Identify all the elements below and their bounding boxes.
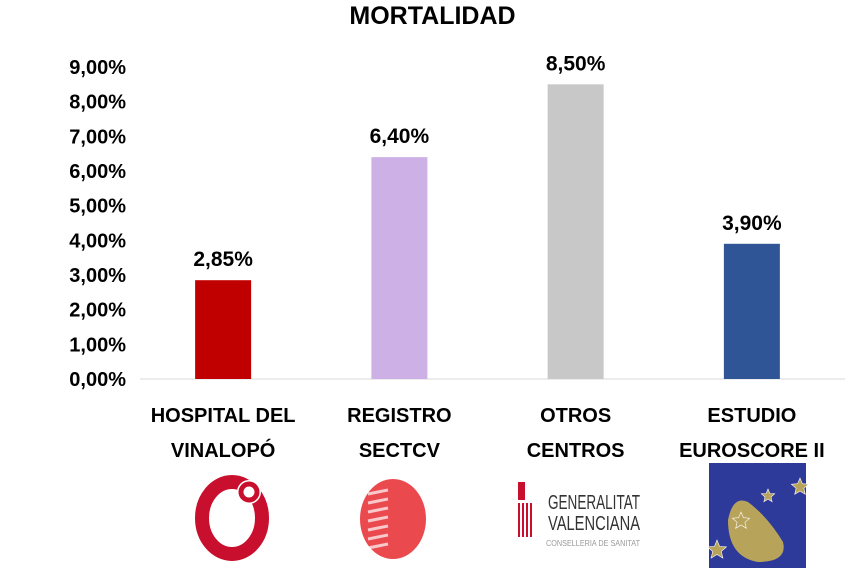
registro-sectcv-logo xyxy=(360,479,426,559)
svg-text:VALENCIANA: VALENCIANA xyxy=(548,513,640,535)
data-label: 6,40% xyxy=(370,125,430,148)
svg-text:CONSELLERIA DE SANITAT: CONSELLERIA DE SANITAT xyxy=(546,539,640,548)
y-tick-label: 2,00% xyxy=(69,300,126,322)
bar xyxy=(195,280,252,379)
svg-text:GENERALITAT: GENERALITAT xyxy=(548,492,640,514)
category-label: OTROS xyxy=(540,405,611,427)
category-label: EUROSCORE II xyxy=(679,440,825,462)
bar xyxy=(723,243,780,379)
data-label: 2,85% xyxy=(193,248,253,271)
bar xyxy=(547,84,604,379)
y-tick-label: 8,00% xyxy=(69,92,126,114)
y-tick-label: 7,00% xyxy=(69,126,126,148)
y-tick-label: 3,00% xyxy=(69,265,126,287)
bar xyxy=(371,157,428,379)
y-tick-label: 0,00% xyxy=(69,369,126,391)
y-tick-label: 6,00% xyxy=(69,161,126,183)
category-label: HOSPITAL DEL xyxy=(151,405,296,427)
y-tick-label: 4,00% xyxy=(69,230,126,252)
euroscore-logo xyxy=(706,463,810,568)
category-label: ESTUDIO xyxy=(707,405,796,427)
category-label: VINALOPÓ xyxy=(171,438,275,462)
data-label: 8,50% xyxy=(546,52,606,75)
y-tick-label: 9,00% xyxy=(69,57,126,79)
hospital-vinalopo-logo xyxy=(195,475,269,561)
y-tick-label: 5,00% xyxy=(69,196,126,218)
category-label: CENTROS xyxy=(527,440,625,462)
chart-title: MORTALIDAD xyxy=(349,2,516,30)
category-label: REGISTRO xyxy=(347,405,451,427)
category-label: SECTCV xyxy=(359,440,441,462)
data-label: 3,90% xyxy=(722,212,782,235)
y-tick-label: 1,00% xyxy=(69,334,126,356)
